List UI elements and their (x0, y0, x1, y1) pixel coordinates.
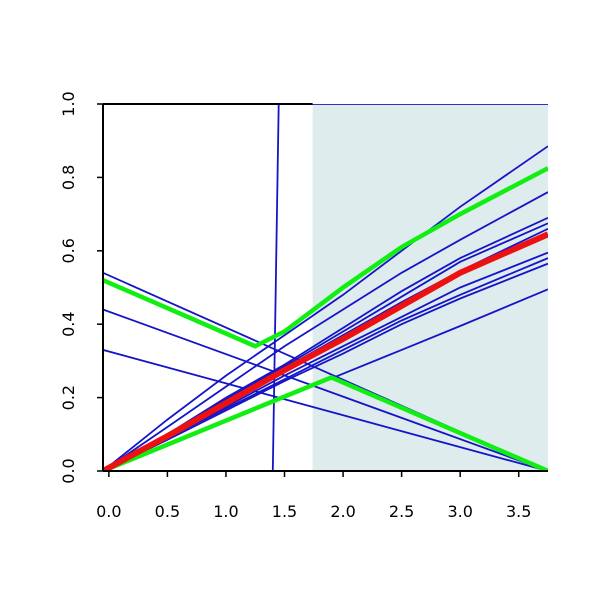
y-tick-label-4: 0.8 (59, 165, 78, 190)
axes: 0.0 0.5 1.0 1.5 2.0 2.5 3.0 3.5 0.0 0.2 0.4 0.6 0.8 1… (59, 91, 548, 521)
y-tick-label-1: 0.2 (59, 385, 78, 410)
plot-area (103, 104, 548, 471)
x-tick-label-1: 0.5 (155, 502, 180, 521)
series-line-band-15 (103, 374, 548, 471)
series-line-thin-4 (103, 349, 548, 471)
y-tick-label-3: 0.6 (59, 238, 78, 263)
y-tick-label-0: 0.0 (59, 458, 78, 483)
x-tick-label-5: 2.5 (389, 502, 414, 521)
series-line-thin-12 (103, 262, 548, 471)
x-tick-label-0: 0.0 (96, 502, 121, 521)
series-line-thin-1 (103, 104, 548, 471)
y-tick-label-5: 1.0 (59, 91, 78, 116)
x-tick-label-7: 3.5 (506, 502, 531, 521)
series-line-thin-6 (103, 191, 548, 471)
x-tick-label-3: 1.5 (272, 502, 297, 521)
x-tick-label-2: 1.0 (213, 502, 238, 521)
series-line-thin-3 (103, 308, 548, 471)
y-tick-label-2: 0.4 (59, 311, 78, 336)
series-line-band-14 (103, 166, 548, 349)
x-tick-label-6: 3.0 (447, 502, 472, 521)
x-tick-label-4: 2.0 (330, 502, 355, 521)
series-line-thin-5 (103, 145, 548, 471)
series-line-mean-16 (103, 231, 548, 471)
